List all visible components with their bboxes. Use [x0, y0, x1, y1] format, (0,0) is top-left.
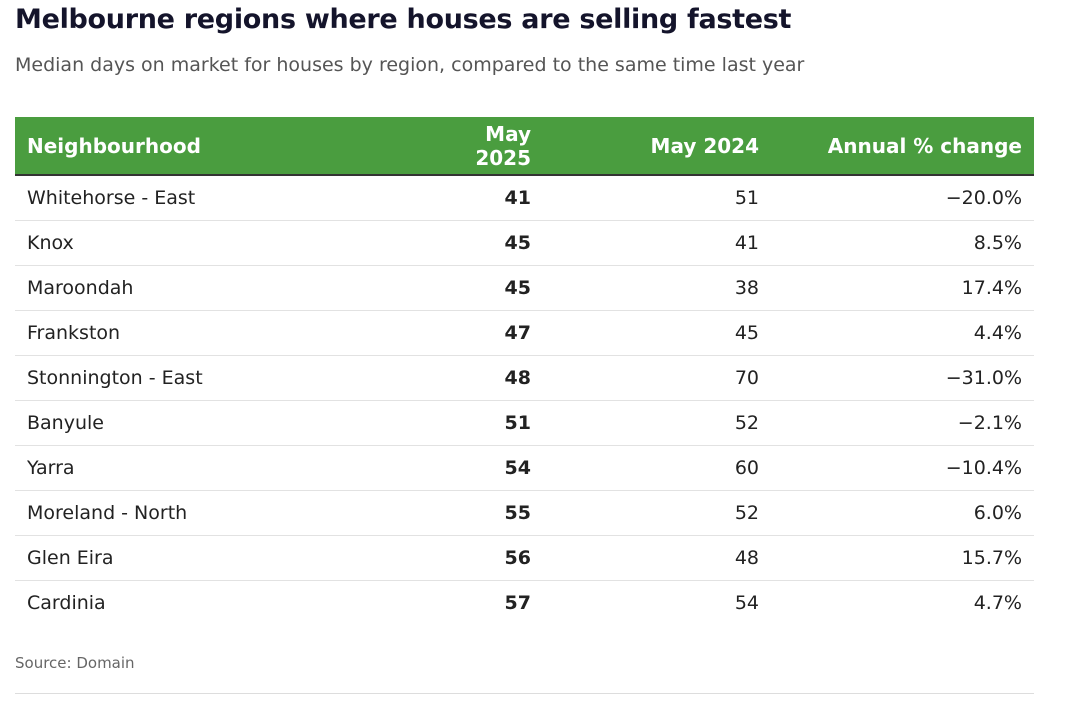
divider — [15, 693, 1034, 694]
table-cell: −31.0% — [771, 355, 1034, 401]
title: Melbourne regions where houses are selli… — [15, 4, 792, 35]
subtitle: Median days on market for houses by regi… — [15, 54, 805, 76]
data-table: Neighbourhood May 2025 May 2024 Annual % ch… — [15, 117, 1034, 625]
table-cell: 52 — [543, 490, 771, 536]
column-header: May 2025 — [415, 117, 543, 176]
table-cell: 38 — [543, 265, 771, 311]
table-cell: 56 — [415, 535, 543, 581]
table-cell: Banyule — [15, 400, 415, 446]
table-cell: Maroondah — [15, 265, 415, 311]
table-row: Yarra 54 60 −10.4% — [15, 445, 1034, 491]
table-cell: Cardinia — [15, 580, 415, 625]
table-cell: 41 — [543, 220, 771, 266]
table-cell: 47 — [415, 310, 543, 356]
table-cell: Moreland - North — [15, 490, 415, 536]
table-cell: 51 — [543, 175, 771, 221]
table-cell: Yarra — [15, 445, 415, 491]
table-row: Banyule 51 52 −2.1% — [15, 400, 1034, 446]
table-cell: 70 — [543, 355, 771, 401]
table-row: Moreland - North 55 52 6.0% — [15, 490, 1034, 536]
table-cell: 52 — [543, 400, 771, 446]
table-row: Cardinia 57 54 4.7% — [15, 580, 1034, 625]
table-cell: Glen Eira — [15, 535, 415, 581]
table-cell: 55 — [415, 490, 543, 536]
column-header: Neighbourhood — [15, 117, 415, 176]
table-row: Stonnington - East 48 70 −31.0% — [15, 355, 1034, 401]
table-cell: 4.7% — [771, 580, 1034, 625]
table-body: Whitehorse - East 41 51 −20.0% Knox 45 41 8.5% M… — [15, 175, 1034, 625]
table-cell: 48 — [543, 535, 771, 581]
header-row: Neighbourhood May 2025 May 2024 Annual % ch… — [15, 117, 1034, 176]
table-cell: Stonnington - East — [15, 355, 415, 401]
table-cell: 54 — [543, 580, 771, 625]
table-cell: 6.0% — [771, 490, 1034, 536]
table-cell: 48 — [415, 355, 543, 401]
table-cell: −2.1% — [771, 400, 1034, 446]
table-cell: Frankston — [15, 310, 415, 356]
table-cell: 4.4% — [771, 310, 1034, 356]
table-row: Knox 45 41 8.5% — [15, 220, 1034, 266]
table-cell: 8.5% — [771, 220, 1034, 266]
table-cell: 45 — [415, 220, 543, 266]
table-row: Whitehorse - East 41 51 −20.0% — [15, 175, 1034, 221]
table-cell: 45 — [415, 265, 543, 311]
column-header: Annual % change — [771, 117, 1034, 176]
table-cell: Whitehorse - East — [15, 175, 415, 221]
column-header: May 2024 — [543, 117, 771, 176]
table-cell: 17.4% — [771, 265, 1034, 311]
table-row: Frankston 47 45 4.4% — [15, 310, 1034, 356]
table-cell: −20.0% — [771, 175, 1034, 221]
table-cell: 51 — [415, 400, 543, 446]
source: Source: Domain — [15, 654, 135, 672]
table-row: Maroondah 45 38 17.4% — [15, 265, 1034, 311]
table-cell: 57 — [415, 580, 543, 625]
table-cell: 45 — [543, 310, 771, 356]
table-cell: 60 — [543, 445, 771, 491]
table-cell: −10.4% — [771, 445, 1034, 491]
table-cell: 41 — [415, 175, 543, 221]
table-cell: 54 — [415, 445, 543, 491]
table-cell: Knox — [15, 220, 415, 266]
table-cell: 15.7% — [771, 535, 1034, 581]
table-row: Glen Eira 56 48 15.7% — [15, 535, 1034, 581]
